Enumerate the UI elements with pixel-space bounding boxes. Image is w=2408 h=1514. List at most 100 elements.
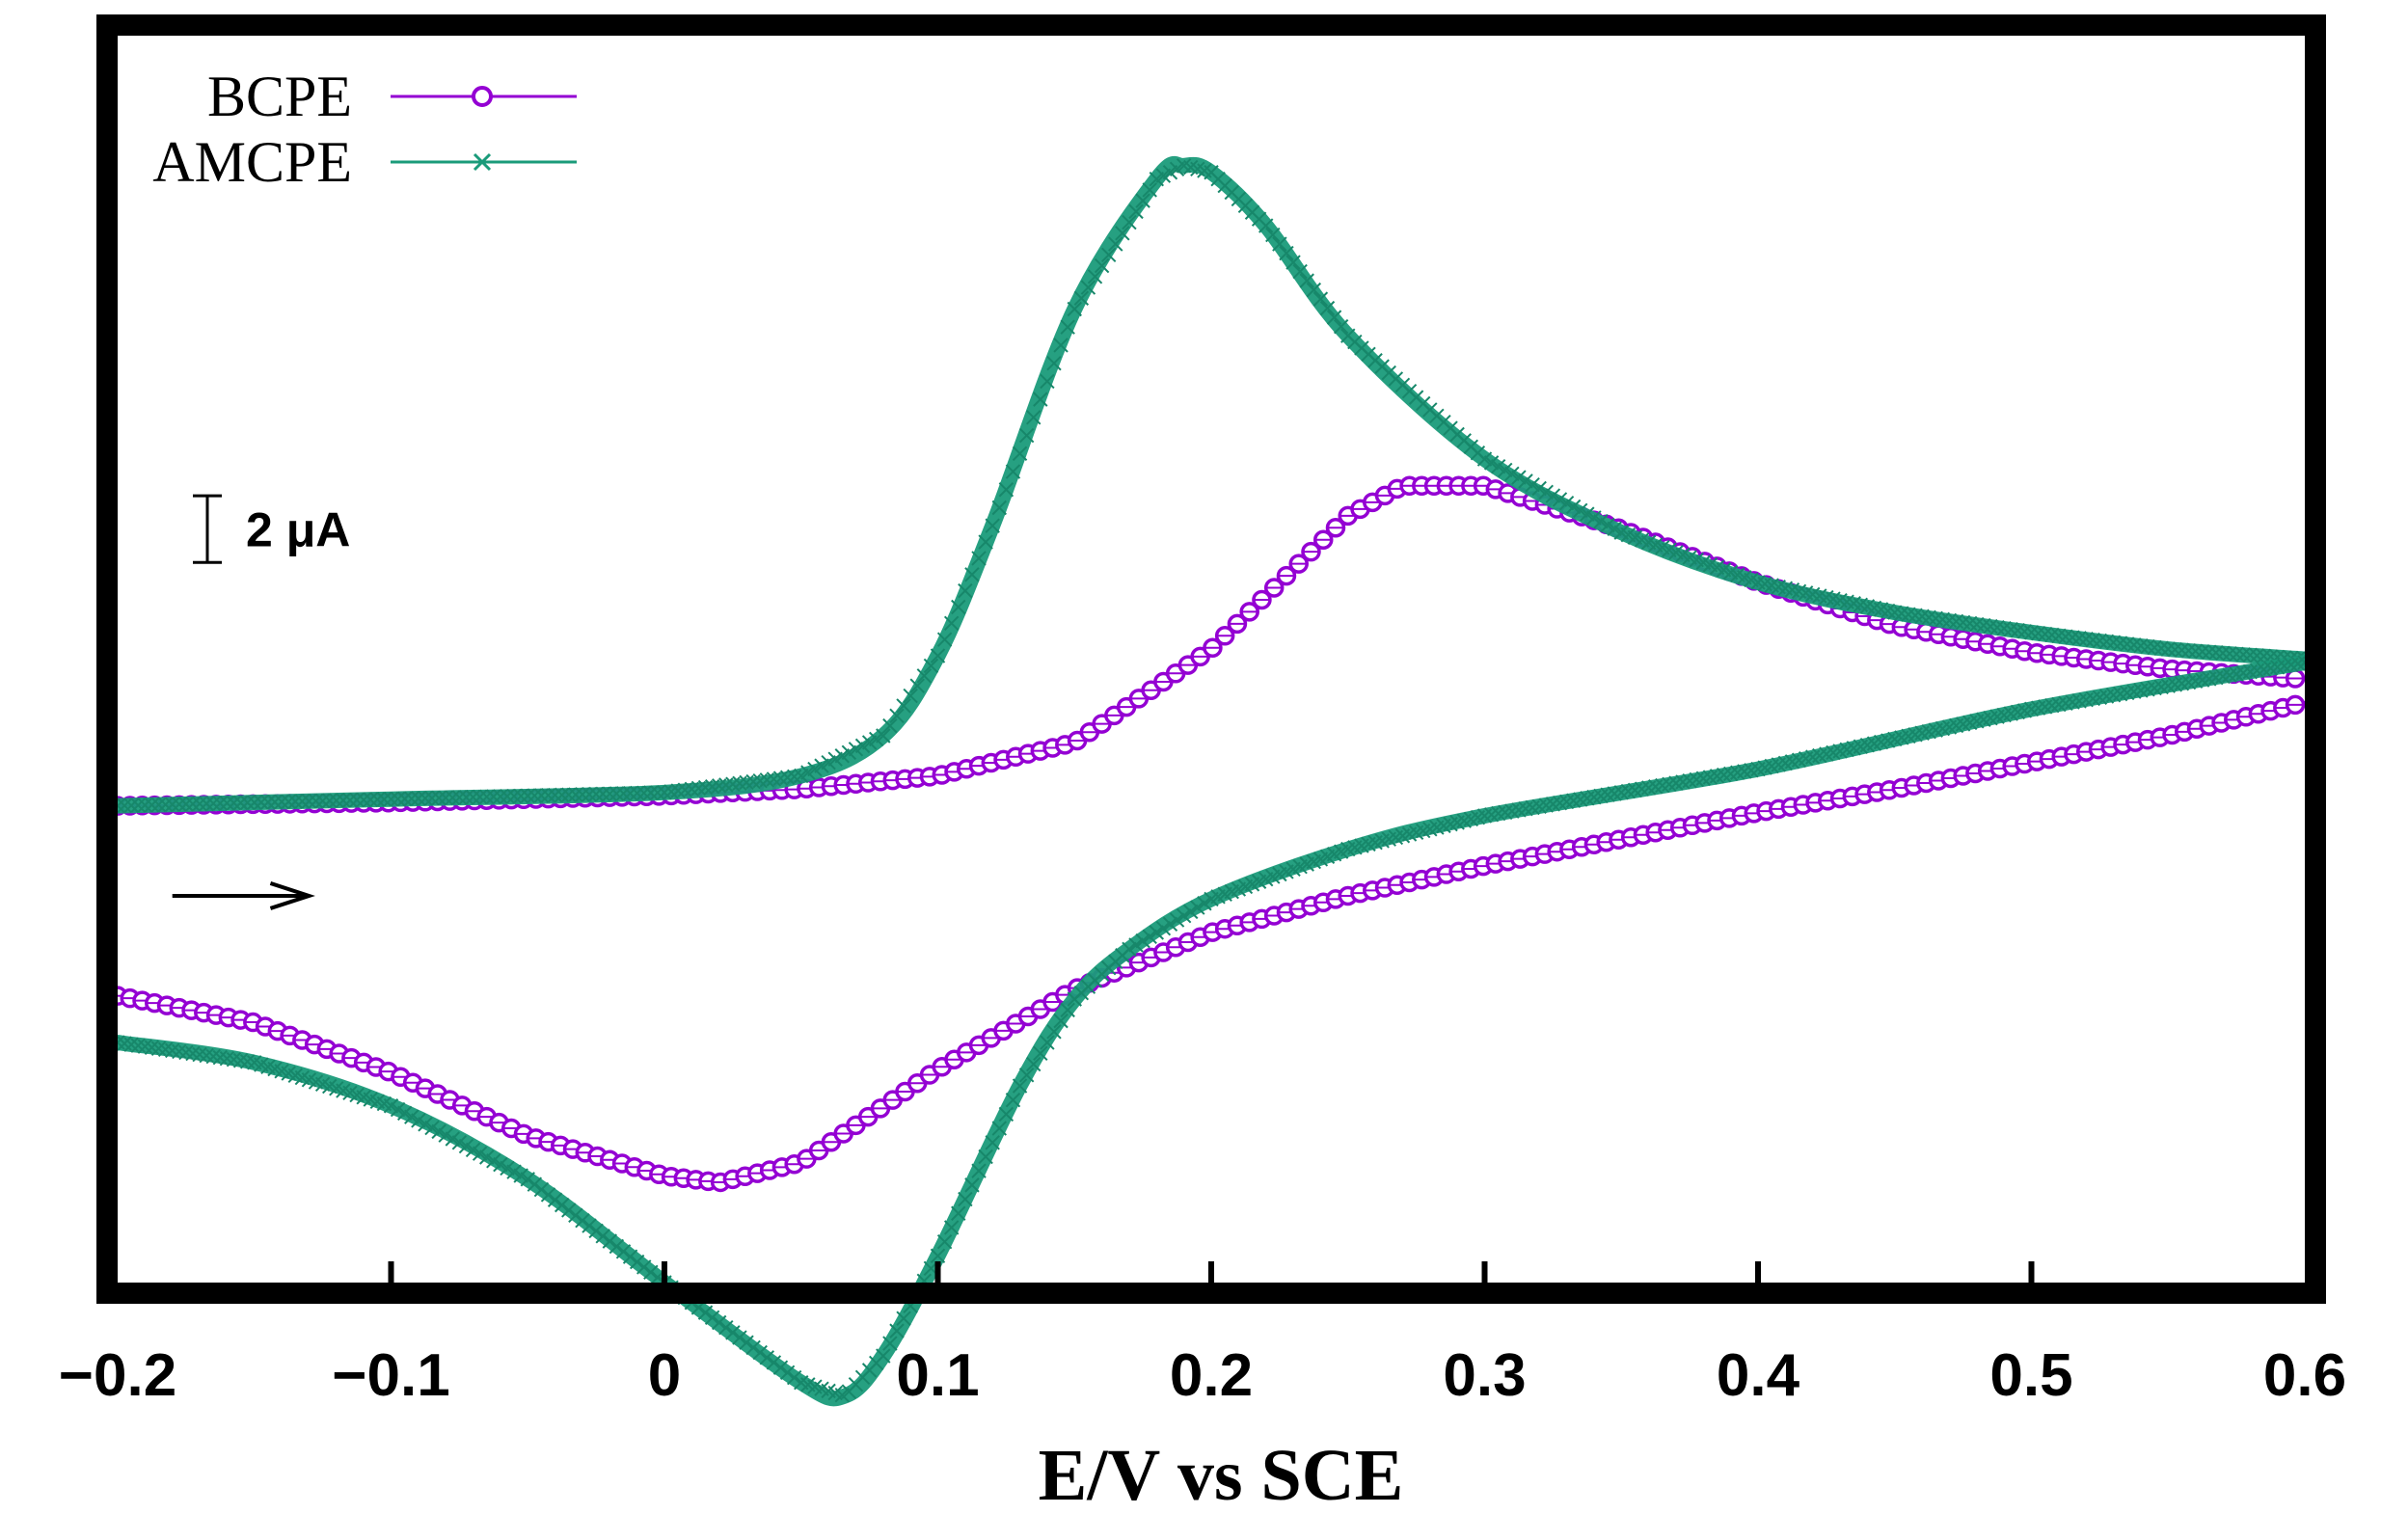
amcpe-x-marker bbox=[533, 788, 550, 803]
amcpe-x-marker bbox=[533, 1181, 550, 1198]
amcpe-x-marker bbox=[1162, 916, 1178, 933]
amcpe-x-marker bbox=[943, 615, 960, 632]
amcpe-x-marker bbox=[322, 793, 338, 808]
amcpe-x-marker bbox=[1531, 480, 1547, 497]
amcpe-x-marker bbox=[615, 1244, 632, 1259]
amcpe-x-marker bbox=[438, 1127, 453, 1143]
amcpe-x-marker bbox=[964, 567, 980, 582]
amcpe-x-marker bbox=[226, 795, 242, 811]
amcpe-x-marker bbox=[513, 1168, 528, 1183]
amcpe-x-marker bbox=[1053, 1013, 1069, 1029]
amcpe-x-marker bbox=[260, 795, 276, 810]
amcpe-x-marker bbox=[930, 1248, 946, 1264]
amcpe-x-marker bbox=[998, 482, 1015, 498]
amcpe-x-marker bbox=[1333, 318, 1349, 335]
amcpe-x-marker bbox=[281, 794, 296, 810]
x-tick-label: 0 bbox=[648, 1342, 681, 1409]
amcpe-x-marker bbox=[301, 794, 317, 809]
amcpe-x-marker bbox=[192, 796, 207, 812]
amcpe-x-marker bbox=[575, 787, 590, 802]
amcpe-x-marker bbox=[876, 1348, 891, 1364]
x-tick-label: 0.1 bbox=[896, 1342, 979, 1409]
amcpe-x-marker bbox=[636, 1259, 652, 1275]
amcpe-x-marker bbox=[390, 1101, 406, 1118]
amcpe-x-marker bbox=[2249, 648, 2265, 663]
amcpe-x-marker bbox=[739, 1335, 754, 1350]
amcpe-x-marker bbox=[232, 795, 249, 811]
amcpe-x-marker bbox=[951, 599, 966, 615]
amcpe-x-marker bbox=[923, 658, 939, 674]
amcpe-x-marker bbox=[185, 797, 201, 812]
amcpe-x-marker bbox=[1046, 1024, 1062, 1040]
amcpe-x-marker bbox=[2194, 644, 2210, 660]
amcpe-x-marker bbox=[418, 1117, 433, 1132]
series-layer bbox=[107, 155, 2313, 1407]
amcpe-x-marker bbox=[314, 793, 331, 809]
amcpe-x-marker bbox=[985, 1135, 1000, 1150]
amcpe-x-marker bbox=[2174, 642, 2190, 658]
amcpe-x-marker bbox=[704, 1310, 720, 1326]
amcpe-x-marker bbox=[342, 793, 358, 808]
legend-item-bcpe: BCPE bbox=[207, 65, 577, 128]
amcpe-x-marker bbox=[1607, 521, 1622, 537]
amcpe-x-marker bbox=[445, 1131, 460, 1147]
amcpe-x-marker bbox=[622, 1249, 638, 1264]
amcpe-x-marker bbox=[985, 518, 1000, 533]
amcpe-x-marker bbox=[876, 728, 891, 743]
amcpe-x-marker bbox=[349, 792, 365, 808]
amcpe-x-marker bbox=[431, 1123, 446, 1140]
amcpe-x-marker bbox=[1285, 255, 1301, 270]
amcpe-x-marker bbox=[882, 717, 898, 734]
amcpe-x-marker bbox=[396, 791, 413, 807]
scale-bar-label: 2 μA bbox=[246, 503, 350, 557]
amcpe-x-marker bbox=[896, 1311, 911, 1326]
amcpe-x-marker bbox=[418, 791, 433, 806]
amcpe-x-marker bbox=[500, 1160, 515, 1176]
plot-frame bbox=[96, 14, 2326, 1304]
amcpe-x-marker bbox=[1005, 464, 1021, 479]
amcpe-x-marker bbox=[2222, 646, 2237, 662]
amcpe-x-marker bbox=[547, 787, 563, 803]
amcpe-x-marker bbox=[2160, 641, 2176, 657]
amcpe-x-marker bbox=[1538, 484, 1554, 500]
amcpe-x-marker bbox=[1573, 502, 1588, 519]
amcpe-x-marker bbox=[1272, 236, 1287, 252]
amcpe-x-marker bbox=[916, 668, 933, 684]
amcpe-x-marker bbox=[1018, 427, 1035, 444]
amcpe-x-marker bbox=[889, 1323, 905, 1338]
amcpe-x-marker bbox=[356, 792, 371, 808]
amcpe-x-marker bbox=[2202, 644, 2217, 660]
amcpe-x-marker bbox=[1033, 1045, 1048, 1062]
amcpe-x-marker bbox=[1033, 392, 1048, 407]
amcpe-x-marker bbox=[513, 788, 528, 804]
legend-circle-marker bbox=[472, 86, 493, 107]
amcpe-x-marker bbox=[376, 792, 392, 807]
amcpe-x-marker bbox=[336, 793, 351, 808]
amcpe-x-marker bbox=[718, 1319, 734, 1336]
amcpe-x-marker bbox=[643, 1264, 659, 1280]
amcpe-x-marker bbox=[1053, 338, 1069, 353]
amcpe-x-marker bbox=[732, 1330, 747, 1345]
amcpe-x-marker bbox=[500, 789, 515, 804]
amcpe-x-marker bbox=[117, 798, 132, 814]
amcpe-x-marker bbox=[1183, 904, 1199, 920]
amcpe-x-marker bbox=[697, 1305, 714, 1320]
amcpe-x-marker bbox=[936, 632, 953, 647]
amcpe-x-marker bbox=[2187, 643, 2204, 659]
amcpe-x-marker bbox=[294, 794, 311, 809]
amcpe-x-marker bbox=[547, 1192, 563, 1207]
amcpe-x-marker bbox=[745, 1339, 761, 1356]
amcpe-x-marker bbox=[383, 1098, 399, 1114]
amcpe-x-marker bbox=[411, 791, 426, 806]
amcpe-x-marker bbox=[205, 796, 221, 811]
amcpe-x-marker bbox=[1094, 257, 1110, 274]
amcpe-x-marker bbox=[1312, 291, 1329, 307]
amcpe-x-marker bbox=[219, 796, 235, 811]
amcpe-x-marker bbox=[1306, 282, 1322, 298]
amcpe-x-marker bbox=[964, 1177, 980, 1193]
amcpe-x-marker bbox=[588, 1223, 604, 1239]
amcpe-x-marker bbox=[1108, 236, 1123, 252]
x-tick-label: −0.1 bbox=[332, 1342, 449, 1409]
